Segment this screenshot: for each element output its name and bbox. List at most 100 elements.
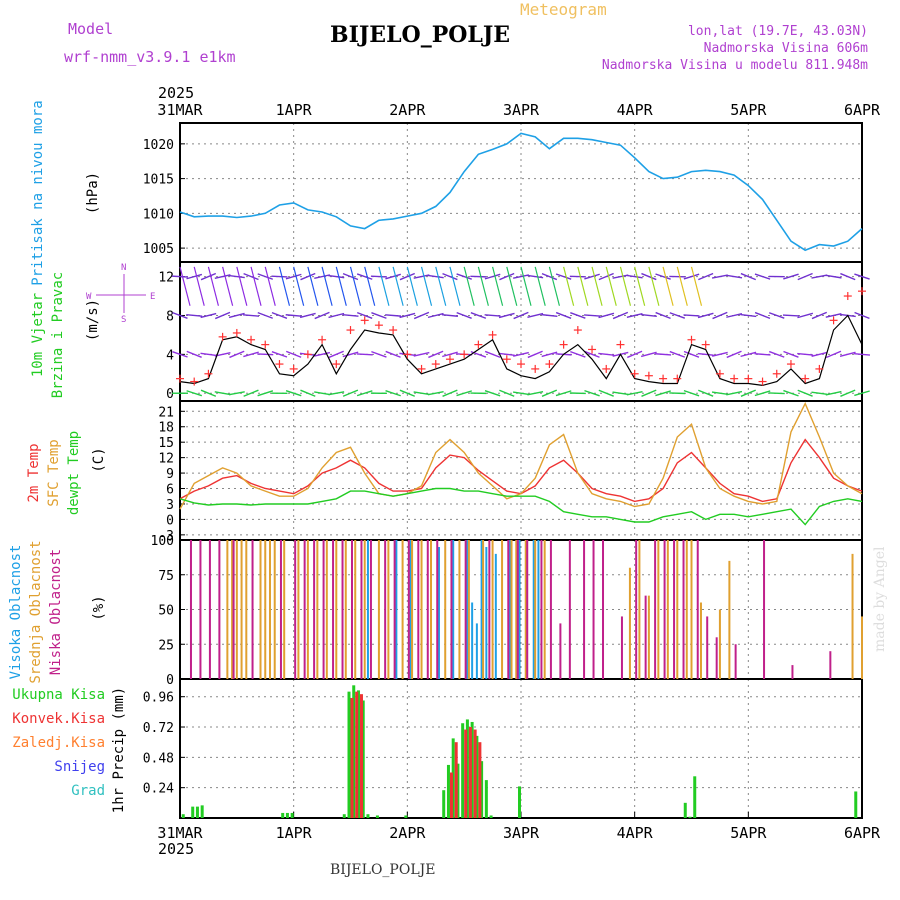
wind-arrow xyxy=(257,390,274,397)
year-label-top: 2025 xyxy=(158,84,194,102)
precip-bar xyxy=(456,763,460,818)
wind-arrow xyxy=(399,272,415,281)
wind-arrow xyxy=(413,311,430,320)
wind-arrow xyxy=(214,391,231,396)
precip-bar xyxy=(361,700,365,818)
wind-arrow xyxy=(768,312,785,319)
wind-arrow xyxy=(342,272,359,281)
wind-arrow xyxy=(754,353,771,356)
y-tick-label: 1010 xyxy=(143,207,174,222)
wind-arrow xyxy=(513,351,529,357)
wind-arrow xyxy=(413,391,430,396)
wind-arrow xyxy=(335,266,347,306)
wind-speed-line xyxy=(179,314,863,387)
precip-bar xyxy=(484,780,488,818)
wind-arrow xyxy=(783,389,799,397)
precip-bar xyxy=(461,723,465,818)
y-tick-label: 6 xyxy=(166,483,174,498)
wind-arrow xyxy=(257,353,274,356)
wind-arrow xyxy=(555,390,572,397)
pressure-side-label: Pritisak na nivou mora xyxy=(30,100,46,285)
wind-arrow xyxy=(541,313,558,318)
y-tick-label: 9 xyxy=(166,467,174,482)
wind-arrow xyxy=(442,389,458,397)
y-tick-label: 0 xyxy=(166,387,174,402)
wind-arrow xyxy=(655,390,671,397)
wind-arrow xyxy=(314,391,331,396)
precip-bar xyxy=(375,815,379,818)
wind-arrow xyxy=(584,389,600,397)
y-tick-label: 0.72 xyxy=(143,721,174,736)
wind-arrow xyxy=(456,273,472,280)
wind-arrow xyxy=(278,266,291,306)
wind-arrow xyxy=(299,312,316,319)
x-tick-label-bottom: 3APR xyxy=(503,824,540,842)
wind-arrow xyxy=(499,272,515,281)
wind-arrow xyxy=(321,266,333,306)
wind-arrow xyxy=(840,389,856,397)
wind-arrow xyxy=(520,266,532,306)
precip-legend-label: Snijeg xyxy=(54,759,105,775)
model-name: wrf-nmm_v3.9.1 e1km xyxy=(64,48,236,66)
compass-legend-east: E xyxy=(150,292,155,302)
wind-arrow xyxy=(300,272,316,281)
wind-arrow xyxy=(356,311,373,319)
precip-bar xyxy=(470,721,474,818)
precip-bar xyxy=(854,791,858,818)
wind-arrow xyxy=(740,351,757,358)
wind-arrow xyxy=(427,312,444,319)
wind-arrow xyxy=(627,350,643,359)
wind-arrow xyxy=(840,272,856,281)
precip-bar xyxy=(446,764,450,818)
wind-arrow xyxy=(200,389,217,397)
wind-arrow xyxy=(698,389,714,397)
wind-side-label: 10m Vjetar xyxy=(30,293,46,377)
temperature-line-2 xyxy=(179,487,863,526)
precip-bar xyxy=(342,814,346,818)
y-tick-label: 0 xyxy=(166,513,174,528)
wind-arrow xyxy=(598,389,614,397)
y-tick-label: 50 xyxy=(158,604,174,619)
wind-side-label-2: Brzina i Pravac xyxy=(50,272,66,398)
y-tick-label: 75 xyxy=(158,569,174,584)
wind-arrow xyxy=(527,390,544,396)
wind-arrow xyxy=(541,272,558,281)
wind-arrow xyxy=(711,391,728,396)
wind-arrow xyxy=(584,314,601,317)
precip-bar xyxy=(347,691,351,818)
model-label: Model xyxy=(68,20,114,38)
wind-arrow xyxy=(570,350,586,358)
wind-arrow xyxy=(300,389,316,397)
temperature-side-label: SFC Temp xyxy=(46,439,62,506)
wind-arrow xyxy=(697,352,714,356)
wind-arrow xyxy=(271,275,288,278)
wind-arrow xyxy=(342,351,359,358)
wind-arrow xyxy=(527,350,543,359)
wind-arrow xyxy=(662,266,674,306)
wind-arrow xyxy=(441,313,458,317)
wind-arrow xyxy=(839,351,856,358)
y-tick-label: 4 xyxy=(166,348,174,363)
wind-arrow xyxy=(811,274,828,279)
wind-arrow xyxy=(406,266,418,306)
y-tick-label: 1015 xyxy=(143,173,174,188)
wind-arrow xyxy=(641,389,657,397)
x-tick-label-top: 4APR xyxy=(617,101,654,119)
wind-arrow xyxy=(598,272,614,281)
wind-arrow xyxy=(470,275,487,278)
wind-arrow xyxy=(754,390,771,397)
wind-arrow xyxy=(754,311,771,320)
wind-arrow xyxy=(498,312,515,319)
wind-arrow xyxy=(186,350,202,358)
wind-arrow xyxy=(740,272,757,281)
precip-bar xyxy=(465,719,469,818)
precip-bar xyxy=(352,685,356,818)
wind-arrow xyxy=(555,311,572,319)
footer-caption: BIJELO_POLJE xyxy=(330,862,436,878)
wind-arrow xyxy=(797,312,814,319)
wind-arrow xyxy=(690,266,703,306)
wind-arrow xyxy=(328,274,345,279)
wind-arrow xyxy=(506,266,518,306)
wind-arrow xyxy=(854,273,870,280)
